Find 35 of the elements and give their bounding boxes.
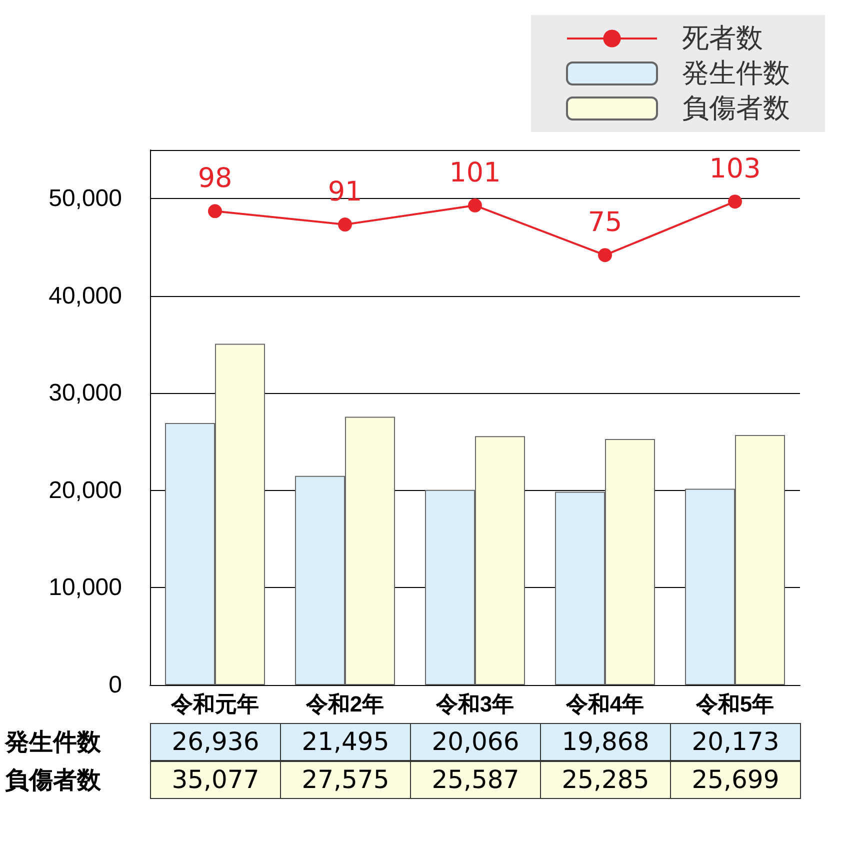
y-tick-label: 50,000 <box>48 185 122 212</box>
data-label: 25,699 <box>670 761 801 799</box>
y-tick-label: 10,000 <box>48 574 122 602</box>
x-tick-label: 令和3年 <box>434 692 514 716</box>
data-label: 27,575 <box>280 761 411 799</box>
data-label: 25,285 <box>540 761 671 799</box>
data-label: 19,868 <box>540 723 671 761</box>
point <box>598 248 612 262</box>
data-label: 98 <box>198 163 232 194</box>
data-label: 20,066 <box>410 723 541 761</box>
y-tick-label: 0 <box>108 672 122 698</box>
legend-label: 発生件数 <box>682 58 790 89</box>
data-label: 101 <box>449 157 501 188</box>
x-tick-label: 令和4年 <box>564 692 644 716</box>
y-tick-label: 20,000 <box>48 476 122 504</box>
y-tick-label: 30,000 <box>48 380 122 407</box>
data-label: 25,587 <box>410 761 541 799</box>
point <box>208 204 222 218</box>
x-tick-label: 令和5年 <box>694 692 774 716</box>
data-label: 21,495 <box>280 723 411 761</box>
point <box>468 198 482 212</box>
point <box>338 218 352 232</box>
data-label: 75 <box>588 207 622 238</box>
text: 発生件数 <box>5 728 101 756</box>
text: 負傷者数 <box>5 766 101 794</box>
data-label: 26,936 <box>150 723 281 761</box>
data-label: 103 <box>709 154 761 185</box>
x-tick-label: 令和2年 <box>304 692 384 716</box>
legend-label: 死者数 <box>682 23 763 54</box>
y-tick-label: 40,000 <box>48 282 122 310</box>
x-tick-label: 令和元年 <box>170 692 259 716</box>
data-label: 20,173 <box>670 723 801 761</box>
legend-label: 負傷者数 <box>682 93 790 124</box>
data-label: 35,077 <box>150 761 281 799</box>
point <box>728 194 742 209</box>
